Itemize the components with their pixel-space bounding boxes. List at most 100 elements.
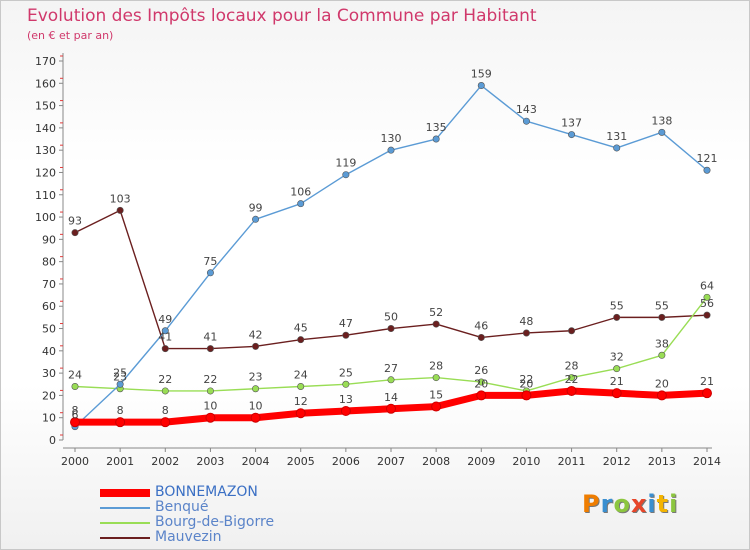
x-tick-label: 2008 — [422, 455, 450, 468]
data-point — [703, 166, 711, 174]
y-tick-label: 80 — [42, 256, 56, 269]
y-tick-label: 110 — [35, 189, 56, 202]
data-point — [522, 329, 530, 337]
y-tick-label: 160 — [35, 77, 56, 90]
data-point — [297, 382, 305, 390]
data-point — [206, 387, 214, 395]
data-point — [160, 417, 171, 428]
data-label: 23 — [113, 371, 127, 384]
legend-label: Bourg-de-Bigorre — [155, 514, 275, 530]
data-point — [161, 387, 169, 395]
data-point — [611, 388, 622, 399]
legend-swatch — [100, 537, 150, 539]
data-label: 41 — [158, 331, 172, 344]
data-label: 159 — [471, 68, 492, 81]
data-label: 25 — [339, 366, 353, 379]
data-label: 13 — [339, 393, 353, 406]
data-label: 15 — [429, 389, 443, 402]
data-label: 47 — [339, 317, 353, 330]
data-label: 32 — [610, 351, 624, 364]
logo-letter: o — [613, 490, 631, 518]
y-tick-label: 40 — [42, 345, 56, 358]
data-point — [477, 82, 485, 90]
y-tick-label: 50 — [42, 323, 56, 336]
x-tick-label: 2012 — [603, 455, 631, 468]
data-point — [70, 417, 80, 428]
data-label: 24 — [294, 368, 308, 381]
data-label: 22 — [158, 373, 172, 386]
legend-swatch — [100, 522, 150, 524]
logo-letter: i — [647, 490, 657, 518]
data-point — [116, 380, 124, 388]
data-label: 138 — [651, 114, 672, 127]
data-label: 25 — [113, 366, 127, 379]
x-tick-label: 2014 — [693, 455, 721, 468]
data-label: 46 — [474, 319, 488, 332]
data-label: 48 — [519, 315, 533, 328]
data-point — [206, 269, 214, 277]
data-label: 20 — [519, 377, 533, 390]
data-point — [206, 345, 214, 353]
data-label: 12 — [294, 395, 308, 408]
data-label: 93 — [68, 215, 82, 228]
data-point — [340, 406, 351, 417]
data-label: 49 — [158, 313, 172, 326]
data-point — [613, 365, 621, 373]
data-label: 75 — [203, 255, 217, 268]
data-point — [252, 215, 260, 223]
x-tick-label: 2011 — [558, 455, 586, 468]
x-tick-label: 2007 — [377, 455, 405, 468]
data-label: 103 — [110, 192, 131, 205]
data-point — [521, 390, 532, 401]
x-tick-label: 2013 — [648, 455, 676, 468]
x-tick-label: 2005 — [287, 455, 315, 468]
data-label: 22 — [203, 373, 217, 386]
data-point — [703, 293, 711, 301]
data-point — [658, 313, 666, 321]
data-label: 55 — [610, 299, 624, 312]
data-point — [342, 380, 350, 388]
chart-title: Evolution des Impôts locaux pour la Comm… — [27, 6, 537, 26]
data-label: 20 — [474, 377, 488, 390]
data-point — [703, 311, 711, 319]
y-tick-label: 100 — [35, 211, 56, 224]
data-point — [252, 385, 260, 393]
data-label: 45 — [294, 322, 308, 335]
data-label: 106 — [290, 186, 311, 199]
x-tick-label: 2004 — [242, 455, 270, 468]
data-point — [656, 390, 667, 401]
data-label: 14 — [384, 391, 398, 404]
data-point — [161, 345, 169, 353]
y-tick-label: 90 — [42, 233, 56, 246]
data-label: 135 — [426, 121, 447, 134]
data-point — [702, 388, 712, 399]
data-label: 26 — [474, 364, 488, 377]
data-point — [568, 374, 576, 382]
x-tick-label: 2009 — [467, 455, 495, 468]
data-point — [250, 412, 261, 423]
data-point — [297, 336, 305, 344]
data-point — [522, 117, 530, 125]
data-label: 38 — [655, 337, 669, 350]
x-tick-label: 2003 — [196, 455, 224, 468]
data-label: 42 — [249, 328, 263, 341]
data-point — [432, 320, 440, 328]
data-point — [387, 376, 395, 384]
y-tick-label: 170 — [35, 55, 56, 68]
x-tick-label: 2002 — [151, 455, 179, 468]
data-label: 27 — [384, 362, 398, 375]
logo-letter: t — [656, 490, 670, 518]
x-tick-label: 2001 — [106, 455, 134, 468]
data-point — [431, 401, 442, 412]
data-label: 41 — [203, 331, 217, 344]
data-point — [387, 325, 395, 333]
data-point — [295, 408, 306, 419]
data-label: 20 — [655, 377, 669, 390]
data-point — [613, 144, 621, 152]
data-point — [613, 313, 621, 321]
logo-letter: x — [630, 490, 648, 518]
data-point — [71, 229, 79, 237]
data-point — [205, 412, 216, 423]
y-tick-label: 70 — [42, 278, 56, 291]
